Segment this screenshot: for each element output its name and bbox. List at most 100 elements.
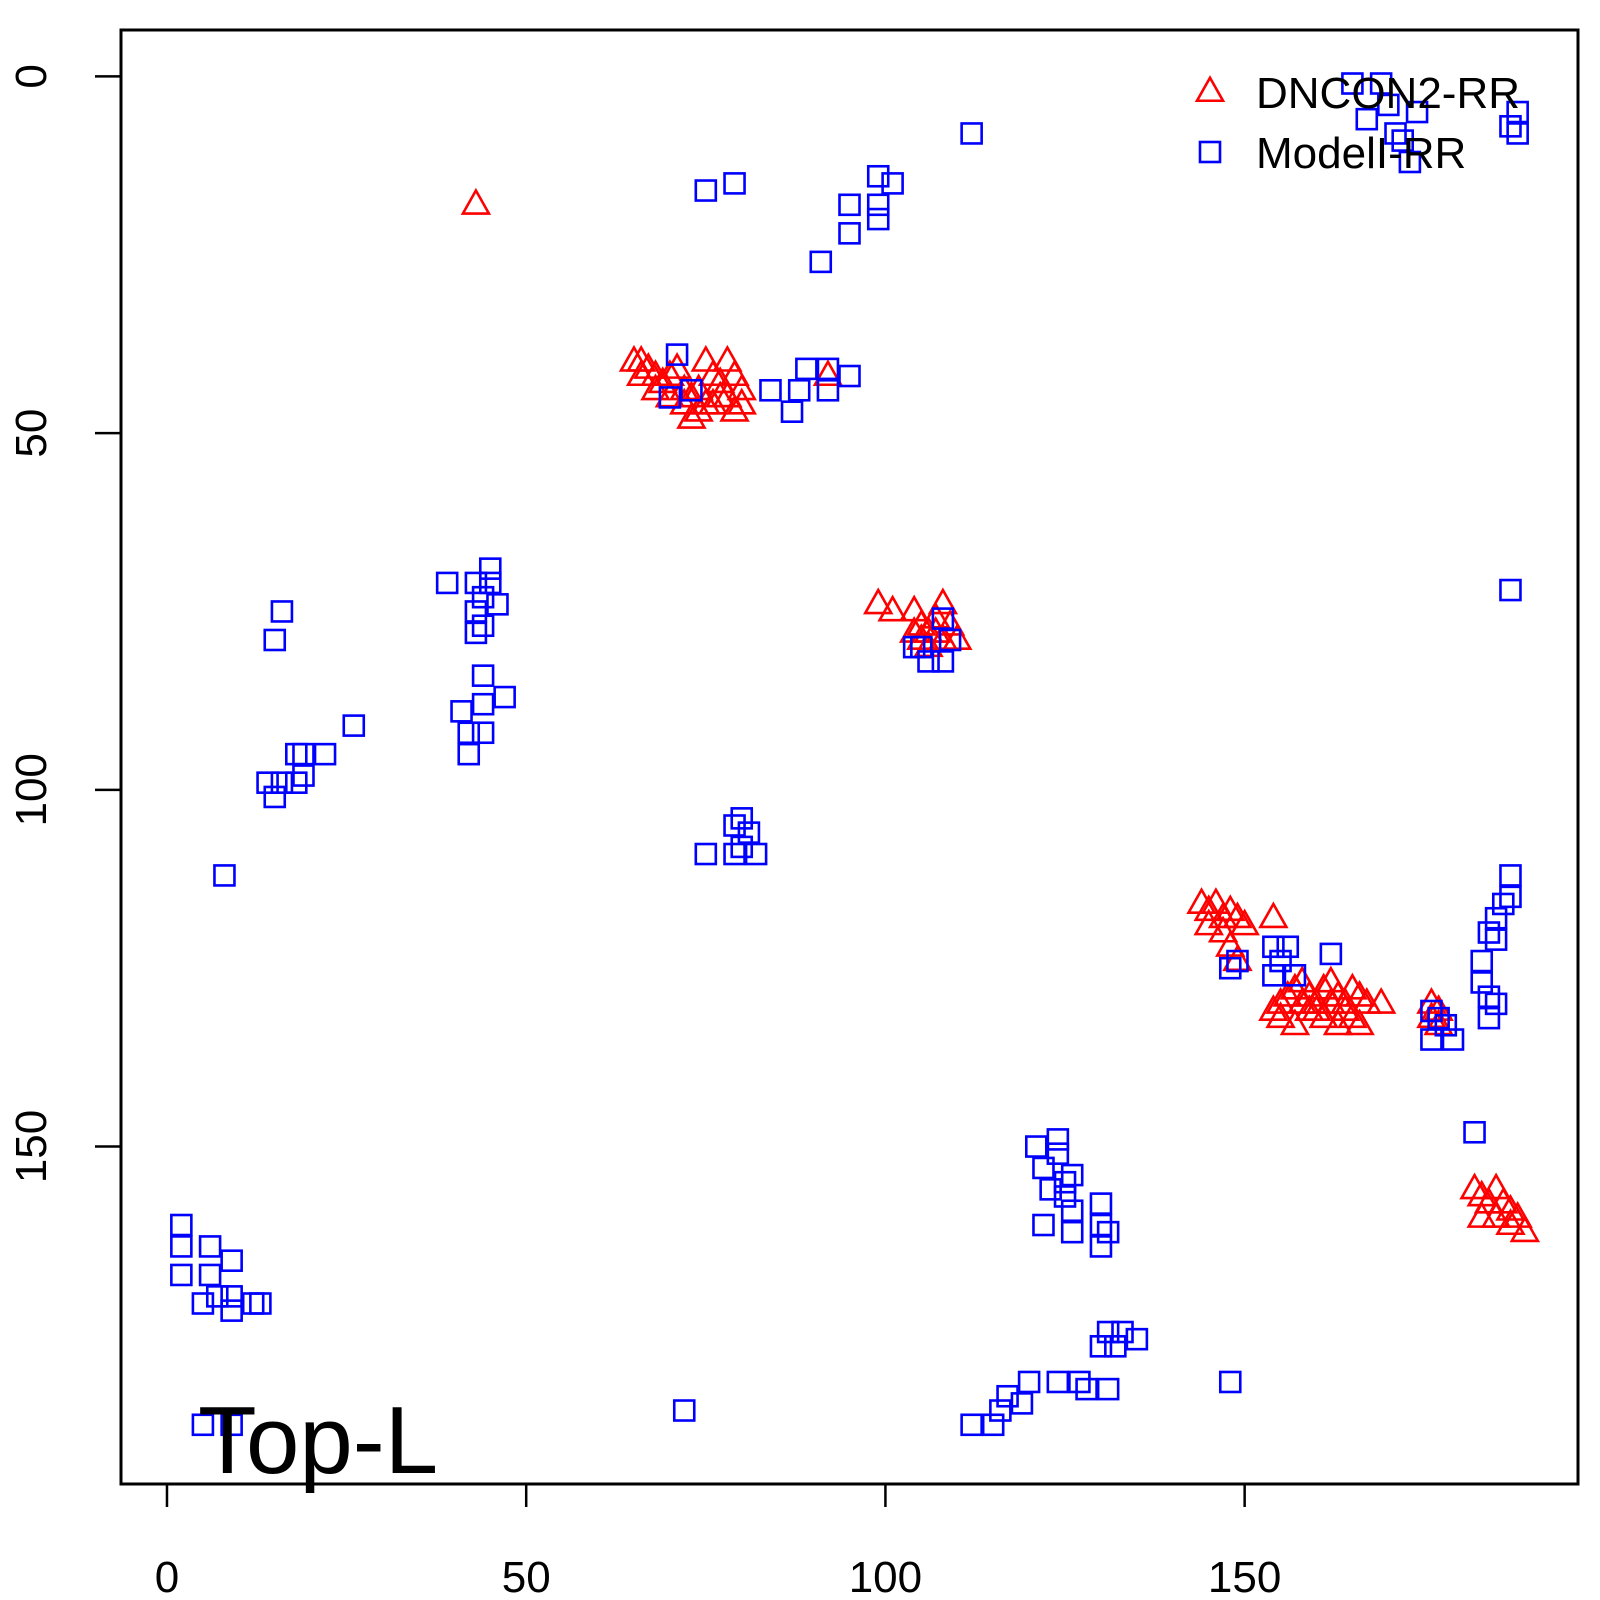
square-point <box>292 764 315 787</box>
square-point <box>1420 1028 1443 1051</box>
square-point <box>989 1399 1012 1422</box>
square-point <box>1226 949 1249 973</box>
square-point <box>737 821 761 844</box>
triangle-point <box>697 359 729 387</box>
square-point <box>787 378 811 402</box>
square-point <box>1089 1213 1113 1237</box>
axes-layer: 0 50 100 150 0 50 100 150 <box>7 64 1281 1600</box>
square-point <box>931 607 955 630</box>
square-point <box>191 1413 215 1437</box>
square-point <box>1434 1013 1458 1037</box>
legend: DNCON2-RR ModelI-RR <box>1194 69 1520 178</box>
x-tick-label: 100 <box>849 1553 922 1600</box>
square-point <box>1125 1327 1149 1351</box>
triangle-point <box>1337 1001 1368 1029</box>
square-point <box>1218 1370 1242 1394</box>
triangle-point <box>1308 1001 1339 1029</box>
triangle-point <box>898 615 930 643</box>
triangle-point <box>906 608 937 636</box>
square-point <box>1039 1178 1062 1201</box>
triangle-point <box>1258 994 1289 1022</box>
square-point <box>1053 1185 1077 1208</box>
square-point <box>1499 864 1522 887</box>
triangle-point <box>719 359 750 387</box>
triangle-point <box>1365 986 1397 1014</box>
square-point <box>486 593 509 616</box>
square-point <box>838 364 861 388</box>
triangle-point <box>712 344 743 372</box>
triangle-point <box>1459 1172 1490 1200</box>
square-point <box>249 1292 272 1315</box>
triangle-point <box>625 344 657 372</box>
square-point <box>1499 578 1522 602</box>
square-point <box>1499 115 1522 138</box>
square-point <box>220 1299 243 1322</box>
triangle-point <box>1308 972 1339 1000</box>
square-point <box>1017 1370 1041 1394</box>
square-point <box>464 621 488 645</box>
square-point <box>284 771 308 794</box>
triangle-point <box>1215 894 1246 922</box>
square-point <box>1391 129 1415 152</box>
square-point <box>723 814 746 837</box>
square-point <box>1010 1392 1034 1415</box>
square-point <box>694 842 718 866</box>
square-point <box>256 771 279 794</box>
square-point <box>1420 999 1443 1023</box>
square-point <box>902 635 926 659</box>
triangle-point <box>1200 887 1232 915</box>
square-point <box>1427 1006 1450 1030</box>
triangle-point <box>690 344 722 372</box>
square-point <box>493 685 516 709</box>
square-point <box>1477 921 1501 944</box>
triangle-point <box>1272 979 1303 1007</box>
triangle-point <box>1193 908 1224 936</box>
square-point <box>866 193 890 217</box>
square-point <box>780 400 804 423</box>
square-point <box>1491 892 1515 916</box>
square-point <box>220 1285 243 1308</box>
square-point <box>1269 949 1292 973</box>
square-point <box>198 1235 222 1258</box>
square-point <box>1053 1170 1077 1194</box>
triangle-point <box>1265 986 1296 1014</box>
triangle-point <box>460 187 492 215</box>
square-point <box>730 835 754 859</box>
square-point <box>981 1413 1005 1437</box>
square-point <box>198 1263 222 1287</box>
square-point <box>1283 964 1307 987</box>
square-point <box>270 771 294 794</box>
square-point <box>471 664 495 687</box>
square-point <box>960 1413 983 1437</box>
square-point <box>220 1249 243 1272</box>
square-point <box>1369 72 1393 95</box>
x-tick-label: 50 <box>502 1553 551 1600</box>
square-point <box>1477 985 1501 1009</box>
triangle-point <box>863 587 894 615</box>
square-point <box>313 742 337 766</box>
triangle-point <box>1286 986 1318 1014</box>
square-point <box>1089 1235 1113 1258</box>
square-point <box>694 179 718 202</box>
legend-square-marker <box>1198 140 1222 164</box>
x-tick-label: 150 <box>1208 1553 1281 1600</box>
square-point <box>1477 1006 1501 1030</box>
square-point <box>205 1285 229 1308</box>
square-point <box>464 600 488 623</box>
triangle-point <box>633 351 664 379</box>
square-point <box>1262 935 1285 959</box>
triangle-point <box>1229 908 1260 936</box>
triangle-point <box>1294 979 1325 1007</box>
square-point <box>1470 949 1494 973</box>
triangle-point <box>647 366 678 394</box>
square-point <box>1463 1120 1486 1144</box>
triangle-point <box>1193 894 1224 922</box>
square-point <box>866 207 890 231</box>
legend-label-0: DNCON2-RR <box>1256 69 1520 118</box>
square-point <box>1218 956 1242 980</box>
legend-label-1: ModelI-RR <box>1256 129 1466 178</box>
square-point <box>795 357 818 381</box>
square-point <box>170 1235 193 1258</box>
triangle-point <box>1322 1008 1354 1036</box>
